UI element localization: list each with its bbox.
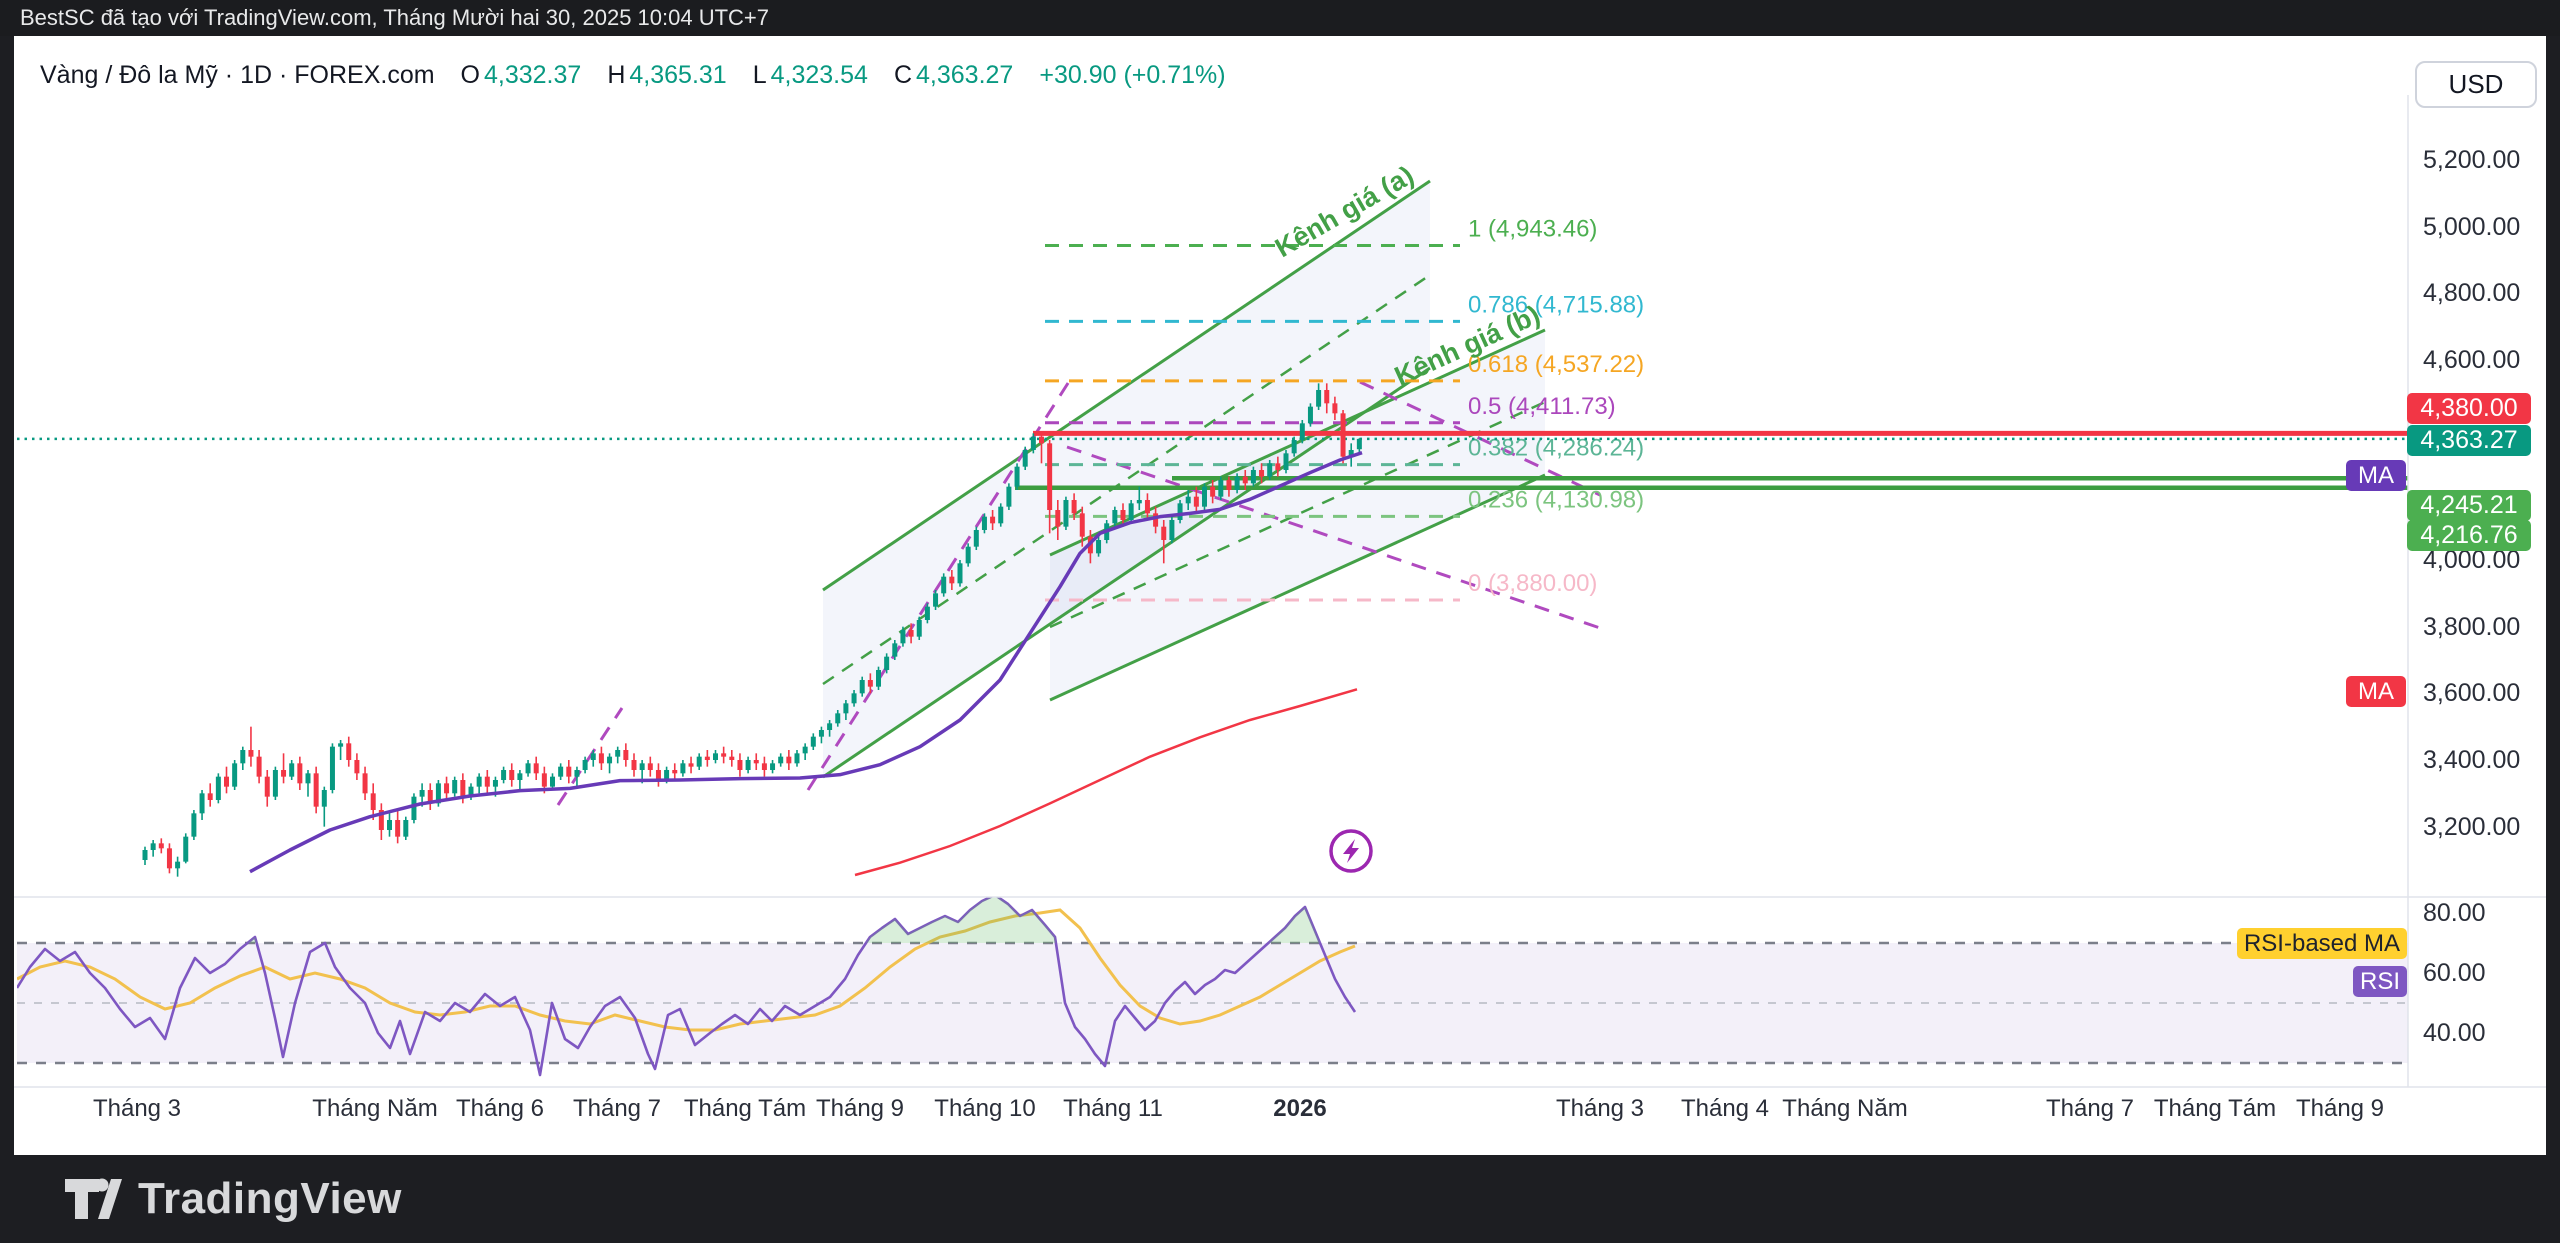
chart-legend: Vàng / Đô la Mỹ · 1D · FOREX.com O 4,332… [40, 58, 1226, 92]
time-tick: Tháng 3 [92, 1095, 182, 1122]
svg-text:0.236 (4,130.98): 0.236 (4,130.98) [1468, 486, 1644, 513]
ohlc-high: H 4,365.31 [607, 60, 727, 89]
time-tick: Tháng 11 [1063, 1095, 1163, 1122]
export-caption: BestSC đã tạo với TradingView.com, Tháng… [0, 0, 2560, 36]
time-tick: Tháng 7 [572, 1095, 662, 1122]
svg-text:1 (4,943.46): 1 (4,943.46) [1468, 216, 1597, 243]
symbol-title[interactable]: Vàng / Đô la Mỹ · 1D · FOREX.com [40, 60, 435, 89]
price-tick: 3,800.00 [2423, 613, 2521, 641]
time-tick: Tháng 3 [1555, 1095, 1645, 1122]
price-label-box: 4,216.76 [2407, 520, 2531, 551]
time-tick: Tháng 9 [2295, 1095, 2385, 1122]
indicator-chip: MA [2346, 676, 2406, 707]
price-tick: 60.00 [2423, 959, 2486, 987]
price-tick: 5,000.00 [2423, 213, 2521, 241]
price-tick: 3,400.00 [2423, 746, 2521, 774]
price-tick: 4,600.00 [2423, 346, 2521, 374]
time-tick: Tháng Tám [2153, 1095, 2277, 1122]
time-tick: 2026 [1273, 1095, 1327, 1122]
svg-text:0.618 (4,537.22): 0.618 (4,537.22) [1468, 351, 1644, 378]
footer: TradingView [0, 1155, 2560, 1243]
indicator-chip: MA [2346, 460, 2406, 491]
time-tick: Tháng Năm [312, 1095, 438, 1122]
time-tick: Tháng 6 [455, 1095, 545, 1122]
tradingview-logo[interactable]: TradingView [64, 1174, 402, 1224]
price-tick: 4,800.00 [2423, 279, 2521, 307]
price-tick: 40.00 [2423, 1019, 2486, 1047]
time-tick: Tháng 7 [2045, 1095, 2135, 1122]
indicator-chip: RSI [2353, 966, 2407, 997]
currency-toggle[interactable]: USD [2415, 61, 2537, 108]
price-change: +30.90 (+0.71%) [1039, 60, 1226, 89]
price-label-box: 4,363.27 [2407, 425, 2531, 456]
time-tick: Tháng 10 [934, 1095, 1036, 1122]
price-tick: 80.00 [2423, 899, 2486, 927]
ohlc-open: O 4,332.37 [460, 60, 582, 89]
ohlc-close: C 4,363.27 [893, 60, 1014, 89]
svg-text:0 (3,880.00): 0 (3,880.00) [1468, 570, 1597, 597]
svg-text:0.5 (4,411.73): 0.5 (4,411.73) [1468, 393, 1616, 420]
indicator-chip: RSI-based MA [2237, 928, 2407, 959]
time-tick: Tháng Tám [683, 1095, 807, 1122]
time-tick: Tháng Năm [1782, 1095, 1908, 1122]
svg-text:0.786 (4,715.88): 0.786 (4,715.88) [1468, 291, 1644, 318]
price-label-box: 4,245.21 [2407, 490, 2531, 521]
flash-icon [1329, 829, 1373, 873]
price-tick: 3,200.00 [2423, 813, 2521, 841]
price-tick: 3,600.00 [2423, 679, 2521, 707]
time-tick: Tháng 4 [1680, 1095, 1770, 1122]
tradingview-mark-icon [65, 1178, 122, 1219]
price-label-box: 4,380.00 [2407, 393, 2531, 424]
time-tick: Tháng 9 [815, 1095, 905, 1122]
tradingview-wordmark: TradingView [138, 1174, 402, 1223]
price-tick: 5,200.00 [2423, 146, 2521, 174]
ohlc-low: L 4,323.54 [752, 60, 868, 89]
